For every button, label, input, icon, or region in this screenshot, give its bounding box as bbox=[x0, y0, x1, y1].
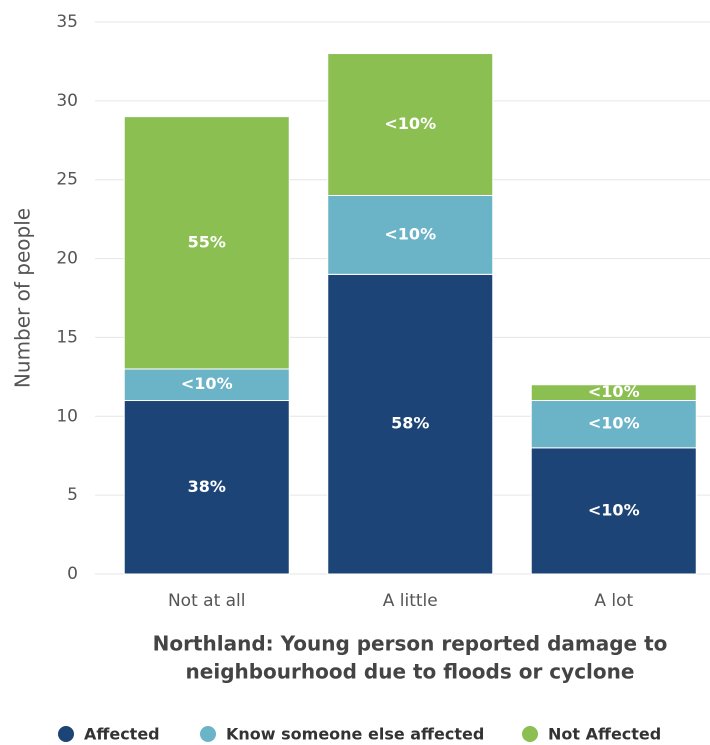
legend-label: Know someone else affected bbox=[226, 725, 484, 744]
bar-segment bbox=[123, 400, 290, 575]
y-tick-label: 35 bbox=[56, 12, 78, 32]
bar-segment bbox=[530, 400, 697, 449]
data-label: <10% bbox=[588, 414, 640, 433]
x-axis-title: neighbourhood due to floods or cyclone bbox=[186, 660, 635, 684]
y-tick-label: 30 bbox=[56, 91, 78, 111]
bar-segment bbox=[123, 116, 290, 370]
y-tick-label: 0 bbox=[67, 564, 78, 584]
data-label: <10% bbox=[384, 224, 436, 243]
legend-marker bbox=[522, 726, 538, 742]
data-label: 55% bbox=[188, 232, 226, 251]
y-tick-label: 5 bbox=[67, 485, 78, 505]
data-label: 38% bbox=[188, 477, 226, 496]
y-axis-title: Number of people bbox=[11, 208, 35, 388]
data-label: <10% bbox=[181, 374, 233, 393]
bar-segment bbox=[123, 368, 290, 402]
legend-label: Affected bbox=[84, 725, 160, 744]
bar-segment bbox=[327, 194, 494, 275]
data-label: <10% bbox=[588, 382, 640, 401]
bar-segment bbox=[327, 53, 494, 196]
legend-marker bbox=[200, 726, 216, 742]
x-tick-label: A little bbox=[383, 591, 438, 611]
bar-segment bbox=[530, 384, 697, 402]
y-tick-label: 15 bbox=[56, 327, 78, 347]
data-label: <10% bbox=[384, 114, 436, 133]
x-tick-label: A lot bbox=[594, 591, 633, 611]
x-tick-label: Not at all bbox=[168, 591, 246, 611]
y-tick-label: 10 bbox=[56, 406, 78, 426]
data-label: <10% bbox=[588, 500, 640, 519]
y-tick-label: 20 bbox=[56, 249, 78, 269]
legend-label: Not Affected bbox=[548, 725, 661, 744]
x-axis-title: Northland: Young person reported damage … bbox=[153, 632, 668, 656]
data-label: 58% bbox=[391, 414, 429, 433]
bar-segment bbox=[327, 273, 494, 575]
y-tick-label: 25 bbox=[56, 170, 78, 190]
legend-marker bbox=[58, 726, 74, 742]
